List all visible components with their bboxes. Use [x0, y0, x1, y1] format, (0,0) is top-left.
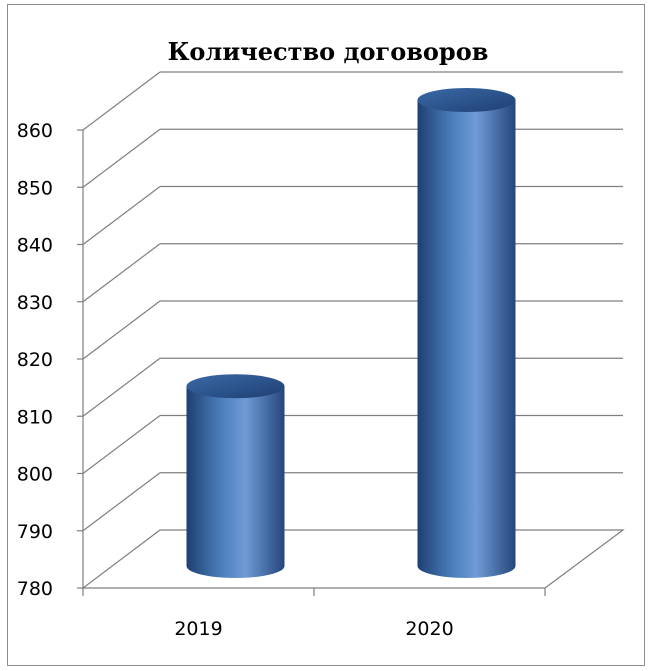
gridline-side-830: [82, 243, 161, 303]
gridline-side-800: [82, 415, 161, 474]
y-tick-label-830: 830: [17, 292, 53, 314]
bar-body-2019: [186, 386, 285, 578]
chart-frame: [7, 4, 645, 666]
y-tick-label-800: 800: [17, 464, 53, 486]
gridline-side-840: [82, 186, 161, 245]
y-tick-label-860: 860: [17, 120, 53, 142]
y-tick-label-790: 790: [17, 521, 53, 543]
gridline-side-850: [82, 128, 161, 188]
y-tick-label-850: 850: [17, 177, 53, 199]
y-tick-label-780: 780: [17, 578, 53, 600]
y-tick-label-820: 820: [17, 349, 53, 371]
chart-title: Количество договоров: [168, 37, 489, 66]
labels: 780 790 800 810 820 830 840 850 860 2019 2020: [17, 120, 454, 640]
bars: [186, 88, 516, 578]
bar-top-2019: [186, 374, 285, 399]
bar-2020: [417, 88, 516, 578]
gridline-side-860: [82, 71, 161, 131]
gridlines: [82, 71, 623, 532]
x-tick-label-2020: 2020: [405, 618, 453, 640]
gridline-side-820: [82, 300, 161, 360]
y-tick-label-840: 840: [17, 235, 53, 257]
y-tick-label-810: 810: [17, 406, 53, 428]
bar-2019: [186, 374, 285, 578]
gridline-side-790: [82, 472, 161, 532]
floor: [81, 529, 625, 589]
x-tick-label-2019: 2019: [174, 618, 222, 640]
axes: [77, 129, 625, 596]
bar-body-2020: [417, 100, 516, 578]
gridline-side-810: [82, 357, 161, 417]
bar-top-2020: [417, 88, 516, 112]
